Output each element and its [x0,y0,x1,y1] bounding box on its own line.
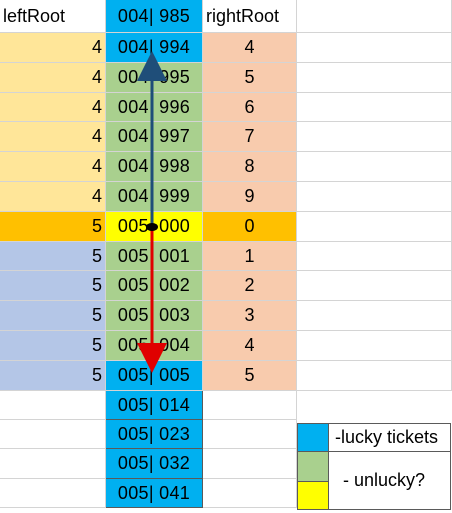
lucky-ticket-cell[interactable]: 005| 032 [106,449,203,479]
rightroot-cell[interactable]: 6 [203,93,297,122]
leftroot-cell[interactable]: 4 [0,152,106,182]
empty-cell[interactable] [297,212,452,242]
ticket-cell[interactable]: 005| 002 [106,271,203,301]
legend-unlucky-box [329,452,451,510]
empty-cell[interactable] [297,33,452,63]
empty-cell[interactable] [297,182,452,212]
legend-lucky-label: -lucky tickets [335,427,439,447]
empty-cell[interactable] [297,122,452,152]
empty-cell[interactable] [203,391,297,420]
ticket-cell[interactable]: 004| 995 [106,63,203,93]
ticket-cell[interactable]: 004| 999 [106,182,203,212]
empty-cell[interactable] [0,420,106,449]
leftroot-cell[interactable]: 4 [0,33,106,63]
leftroot-cell[interactable]: 5 [0,331,106,361]
legend-unlucky-yellow-swatch [297,482,329,510]
header-leftroot[interactable]: leftRoot [0,0,106,33]
leftroot-cell[interactable]: 4 [0,63,106,93]
empty-cell[interactable] [203,449,297,479]
empty-cell[interactable] [297,63,452,93]
leftroot-cell[interactable]: 4 [0,122,106,152]
empty-cell[interactable] [297,152,452,182]
leftroot-cell[interactable]: 4 [0,182,106,212]
rightroot-cell[interactable]: 7 [203,122,297,152]
empty-cell[interactable] [297,361,452,391]
ticket-cell[interactable]: 005| 003 [106,301,203,331]
legend-unlucky-green-swatch [297,452,329,482]
lucky-ticket-cell[interactable]: 005| 014 [106,391,203,420]
leftroot-cell[interactable]: 5 [0,242,106,271]
leftroot-cell[interactable]: 5 [0,212,106,242]
ticket-cell[interactable]: 005| 000 [106,212,203,242]
rightroot-cell[interactable]: 9 [203,182,297,212]
rightroot-cell[interactable]: 1 [203,242,297,271]
ticket-cell[interactable]: 005| 005 [106,361,203,391]
ticket-cell[interactable]: 005| 004 [106,331,203,361]
ticket-cell[interactable]: 004| 997 [106,122,203,152]
ticket-cell[interactable]: 004| 996 [106,93,203,122]
rightroot-cell[interactable]: 5 [203,361,297,391]
lucky-ticket-cell[interactable]: 005| 041 [106,479,203,508]
rightroot-cell[interactable]: 2 [203,271,297,301]
rightroot-cell[interactable]: 8 [203,152,297,182]
leftroot-cell[interactable]: 5 [0,271,106,301]
header-ticket[interactable]: 004| 985 [106,0,203,33]
empty-cell[interactable] [297,93,452,122]
legend-lucky-box [329,423,451,452]
legend-unlucky-label: - unlucky? [343,470,426,490]
empty-cell[interactable] [0,479,106,508]
rightroot-cell[interactable]: 3 [203,301,297,331]
rightroot-cell[interactable]: 4 [203,331,297,361]
empty-cell[interactable] [203,420,297,449]
rightroot-cell[interactable]: 5 [203,63,297,93]
empty-cell[interactable] [297,242,452,271]
legend-lucky-swatch [297,423,329,452]
empty-cell[interactable] [297,0,452,33]
header-rightroot[interactable]: rightRoot [203,0,297,33]
ticket-cell[interactable]: 004| 998 [106,152,203,182]
rightroot-cell[interactable]: 0 [203,212,297,242]
empty-cell[interactable] [0,391,106,420]
empty-cell[interactable] [297,301,452,331]
empty-cell[interactable] [0,449,106,479]
empty-cell[interactable] [297,271,452,301]
leftroot-cell[interactable]: 4 [0,93,106,122]
rightroot-cell[interactable]: 4 [203,33,297,63]
leftroot-cell[interactable]: 5 [0,361,106,391]
leftroot-cell[interactable]: 5 [0,301,106,331]
ticket-cell[interactable]: 005| 001 [106,242,203,271]
empty-cell[interactable] [297,331,452,361]
empty-cell[interactable] [203,479,297,508]
ticket-cell[interactable]: 004| 994 [106,33,203,63]
lucky-ticket-cell[interactable]: 005| 023 [106,420,203,449]
